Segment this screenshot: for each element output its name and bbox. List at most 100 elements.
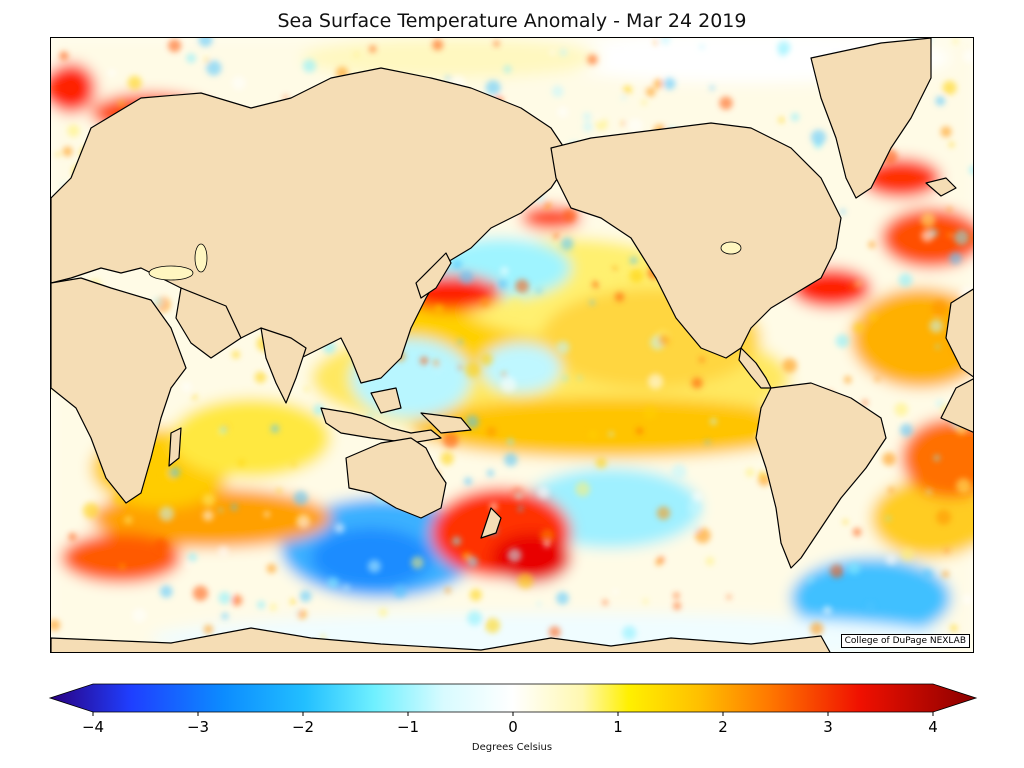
anomaly-speckle bbox=[601, 272, 615, 286]
anomaly-speckle bbox=[480, 298, 489, 307]
anomaly-speckle bbox=[726, 594, 732, 600]
anomaly-speckle bbox=[559, 48, 568, 57]
anomaly-speckle bbox=[480, 353, 493, 366]
anomaly-speckle bbox=[55, 152, 60, 157]
anomaly-speckle bbox=[181, 381, 192, 392]
anomaly-speckle bbox=[536, 288, 542, 294]
australia-landmass bbox=[345, 437, 447, 519]
anomaly-speckle bbox=[231, 594, 243, 606]
anomaly-speckle bbox=[643, 599, 648, 604]
anomaly-speckle bbox=[693, 525, 699, 531]
anomaly-speckle bbox=[691, 377, 703, 389]
anomaly-speckle bbox=[192, 585, 209, 601]
anomaly-speckle bbox=[517, 505, 524, 512]
anomaly-speckle bbox=[777, 40, 791, 55]
anomaly-speckle bbox=[198, 38, 213, 47]
anomaly-speckle bbox=[515, 491, 523, 500]
anomaly-speckle bbox=[830, 564, 844, 579]
anomaly-speckle bbox=[218, 546, 229, 557]
anomaly-speckle bbox=[810, 129, 827, 145]
anomaly-speckle bbox=[303, 386, 310, 393]
anomaly-speckle bbox=[653, 40, 658, 45]
anomaly-speckle bbox=[645, 87, 656, 97]
anomaly-speckle bbox=[299, 590, 312, 602]
anomaly-speckle bbox=[118, 100, 125, 107]
anomaly-speckle bbox=[296, 514, 311, 529]
colorbar-label: Degrees Celsius bbox=[471, 742, 553, 753]
anomaly-speckle bbox=[942, 570, 949, 578]
anomaly-speckle bbox=[154, 538, 169, 552]
anomaly-speckle bbox=[159, 506, 174, 522]
anomaly-speckle bbox=[950, 624, 958, 632]
anomaly-speckle bbox=[230, 503, 238, 511]
anomaly-speckle bbox=[263, 511, 270, 518]
anomaly-speckle bbox=[485, 618, 501, 634]
iceland-landmass bbox=[925, 177, 957, 197]
anomaly-speckle bbox=[868, 241, 876, 249]
colorbar-tick-label: 0 bbox=[508, 718, 518, 736]
africa-landmass bbox=[51, 277, 187, 504]
colorbar-tick-label: 1 bbox=[613, 718, 623, 736]
anomaly-speckle bbox=[218, 507, 223, 513]
anomaly-speckle bbox=[507, 548, 522, 563]
anomaly-speckle bbox=[442, 432, 459, 449]
anomaly-speckle bbox=[656, 506, 671, 520]
anomaly-speckle bbox=[202, 493, 216, 507]
anomaly-speckle bbox=[882, 452, 896, 466]
anomaly-speckle bbox=[608, 431, 614, 437]
anomaly-speckle bbox=[321, 635, 326, 640]
anomaly-speckle bbox=[204, 57, 210, 63]
anomaly-speckle bbox=[778, 117, 785, 123]
map-canvas bbox=[51, 38, 973, 652]
eurasia-landmass bbox=[51, 67, 572, 384]
anomaly-speckle bbox=[944, 548, 949, 553]
anomaly-speckle bbox=[432, 359, 440, 367]
anomaly-speckle bbox=[810, 622, 824, 636]
colorbar-tick-label: −1 bbox=[397, 718, 419, 736]
anomaly-speckle bbox=[500, 266, 509, 276]
anomaly-speckle bbox=[940, 126, 952, 138]
borneo-landmass bbox=[370, 387, 402, 414]
anomaly-speckle bbox=[493, 40, 500, 47]
anomaly-speckle bbox=[942, 80, 957, 95]
credit-label: College of DuPage NEXLAB bbox=[840, 634, 970, 648]
inland-water bbox=[148, 241, 742, 281]
anomaly-speckle bbox=[852, 527, 862, 537]
anomaly-speckle bbox=[152, 297, 163, 308]
anomaly-speckle bbox=[485, 80, 501, 96]
anomaly-speckle bbox=[185, 562, 192, 568]
anomaly-speckle bbox=[687, 500, 702, 515]
anomaly-speckle bbox=[920, 212, 936, 228]
anomaly-speckle bbox=[582, 112, 592, 121]
anomaly-speckle bbox=[507, 438, 514, 446]
anomaly-speckle bbox=[232, 350, 240, 359]
africa-east-edge bbox=[940, 378, 973, 433]
anomaly-speckle bbox=[290, 598, 297, 605]
anomaly-speckle bbox=[900, 547, 914, 561]
anomaly-speckle bbox=[445, 75, 451, 81]
anomaly-speckle bbox=[62, 146, 73, 157]
anomaly-speckle bbox=[51, 619, 61, 631]
anomaly-speckle bbox=[107, 68, 117, 78]
anomaly-speckle bbox=[132, 608, 147, 623]
madagascar-landmass bbox=[168, 427, 182, 467]
anomaly-speckle bbox=[458, 365, 463, 370]
anomaly-speckle bbox=[962, 49, 973, 64]
anomaly-speckle bbox=[898, 273, 913, 287]
anomaly-speckle bbox=[536, 601, 542, 607]
anomaly-speckle bbox=[465, 415, 480, 429]
anomaly-speckle bbox=[451, 536, 462, 546]
anomaly-speckle bbox=[297, 609, 307, 619]
anomaly-speckle bbox=[621, 121, 626, 126]
anomaly-speckle bbox=[782, 358, 798, 373]
anomaly-speckle bbox=[953, 38, 959, 44]
anomaly-speckle bbox=[551, 85, 564, 98]
anomaly-speckle bbox=[949, 252, 962, 265]
anomaly-speckle bbox=[575, 481, 591, 497]
anomaly-speckle bbox=[936, 509, 952, 525]
anomaly-speckle bbox=[497, 279, 508, 289]
sst-anomaly-map: College of DuPage NEXLAB bbox=[50, 37, 974, 653]
anomaly-speckle bbox=[119, 564, 125, 570]
anomaly-speckle bbox=[254, 371, 267, 383]
anomaly-speckle bbox=[612, 588, 619, 595]
